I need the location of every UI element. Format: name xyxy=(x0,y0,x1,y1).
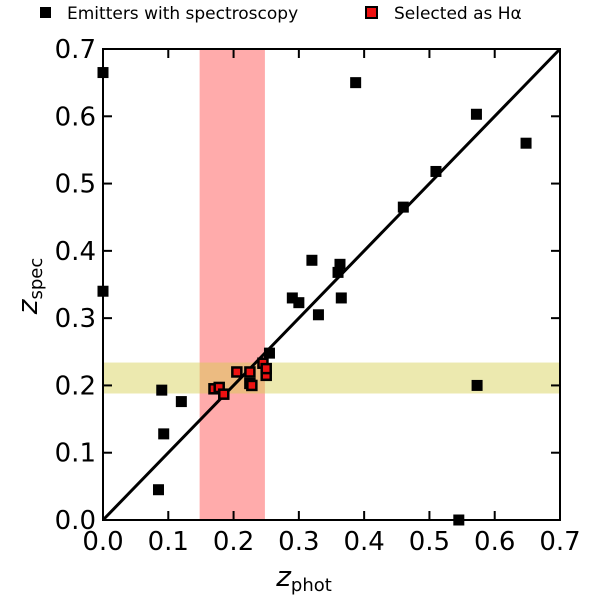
point-emitter xyxy=(152,484,164,496)
x-axis-label: zphot xyxy=(275,560,332,596)
y-axis-label-sub: spec xyxy=(26,258,47,300)
zphot-selection-band xyxy=(199,49,265,520)
zspec-halpha-band xyxy=(103,362,560,394)
x-tick-label: 0.3 xyxy=(278,527,319,557)
point-emitter xyxy=(312,309,324,321)
y-tick-label: 0.4 xyxy=(55,237,96,267)
x-tick-label: 0.0 xyxy=(82,527,123,557)
point-selected-halpha xyxy=(260,362,272,375)
point-emitter xyxy=(263,347,275,359)
point-emitter xyxy=(471,379,483,391)
x-tick-label: 0.7 xyxy=(539,527,580,557)
highlight-bands xyxy=(103,49,560,520)
x-axis-label-sub: phot xyxy=(291,575,332,596)
legend-label-selected: Selected as Hα xyxy=(394,4,522,24)
point-emitter xyxy=(332,266,344,278)
point-selected-halpha xyxy=(218,388,230,400)
one-to-one-line xyxy=(101,47,562,522)
y-tick-label: 0.2 xyxy=(55,371,96,401)
legend-label-emitters: Emitters with spectroscopy xyxy=(67,4,298,24)
point-selected-halpha xyxy=(231,366,243,378)
y-tick-label: 0.1 xyxy=(55,439,96,469)
axis-ticks xyxy=(102,48,561,521)
y-tick-label: 0.7 xyxy=(55,35,96,65)
x-axis-label-main: z xyxy=(275,560,292,593)
y-tick-label: 0.6 xyxy=(55,102,96,132)
point-emitter xyxy=(334,258,346,270)
y-tick-label: 0.5 xyxy=(55,170,96,200)
x-tick-label: 0.6 xyxy=(474,527,515,557)
point-emitter xyxy=(397,201,409,213)
legend: Emitters with spectroscopy Selected as H… xyxy=(40,4,522,24)
point-emitter xyxy=(286,292,298,304)
y-axis-label: zspec xyxy=(11,258,47,315)
point-emitter xyxy=(430,165,442,177)
point-emitter xyxy=(520,137,532,149)
y-tick-label: 0.3 xyxy=(55,304,96,334)
y-tick-label: 0.0 xyxy=(55,506,96,536)
point-selected-halpha xyxy=(246,379,258,392)
x-tick-label: 0.2 xyxy=(213,527,254,557)
point-emitter xyxy=(175,396,187,408)
y-tick-labels: 0.0 0.1 0.2 0.3 0.4 0.5 0.6 0.7 xyxy=(55,35,96,536)
x-tick-labels: 0.0 0.1 0.2 0.3 0.4 0.5 0.6 0.7 xyxy=(82,527,580,557)
plot-frame xyxy=(102,48,561,521)
one-to-one-line-group xyxy=(101,47,562,522)
legend-marker-selected xyxy=(365,6,378,19)
x-tick-label: 0.5 xyxy=(409,527,450,557)
point-emitter xyxy=(335,292,347,304)
data-points xyxy=(97,67,532,526)
point-emitter xyxy=(158,428,170,440)
point-emitter xyxy=(470,108,482,120)
legend-marker-emitters xyxy=(40,7,51,18)
point-emitter xyxy=(293,297,305,309)
point-selected-halpha xyxy=(244,366,256,378)
point-emitter xyxy=(306,254,318,266)
point-emitter xyxy=(156,384,168,396)
x-tick-label: 0.1 xyxy=(148,527,189,557)
x-tick-label: 0.4 xyxy=(343,527,384,557)
point-emitter xyxy=(350,77,362,89)
y-axis-label-main: z xyxy=(11,298,44,315)
